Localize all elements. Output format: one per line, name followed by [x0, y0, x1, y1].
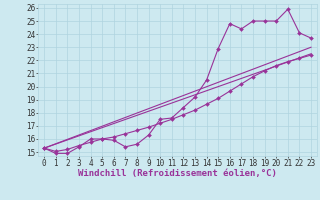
X-axis label: Windchill (Refroidissement éolien,°C): Windchill (Refroidissement éolien,°C): [78, 169, 277, 178]
